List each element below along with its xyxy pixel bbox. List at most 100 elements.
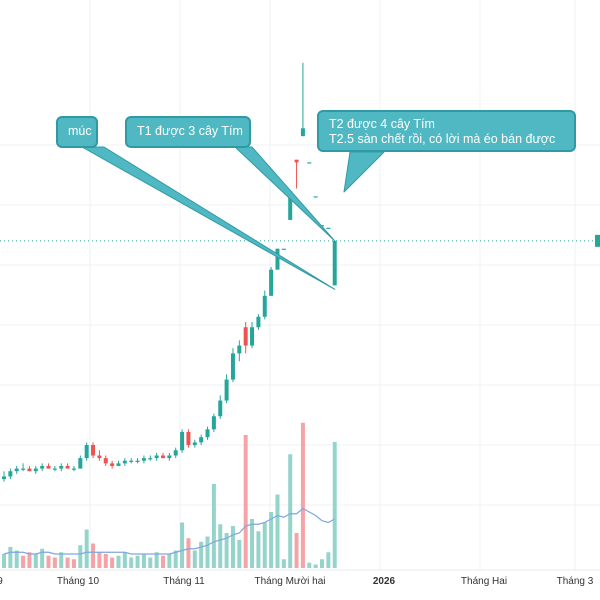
annotation-t2[interactable]: T2 được 4 cây Tím T2.5 sàn chết rồi, có … [317, 110, 576, 152]
candle-body [250, 327, 255, 346]
annotation-muc[interactable]: múc [56, 116, 98, 148]
candle-body [180, 431, 185, 451]
volume-bar [180, 522, 185, 568]
candle-body [192, 442, 197, 446]
candle [129, 458, 134, 464]
x-tick-label: Tháng 3 [557, 576, 594, 587]
candle [135, 458, 140, 464]
candle [230, 348, 235, 383]
candle-body [161, 455, 165, 459]
candle [122, 458, 127, 466]
candle [27, 465, 32, 472]
candle-body [103, 458, 108, 464]
volume-bar [135, 555, 140, 568]
volume-bar [199, 541, 204, 568]
x-tick-label: 2026 [373, 576, 396, 587]
candle-body [129, 460, 134, 462]
candle-body [269, 269, 274, 296]
candle-body [294, 159, 299, 163]
candle-body [205, 429, 210, 438]
candle-body [27, 468, 32, 472]
volume-bar [148, 557, 153, 568]
candle [275, 248, 280, 270]
candle [313, 196, 318, 198]
volume-bar [300, 422, 305, 568]
candle-body [326, 227, 331, 229]
candle [21, 463, 26, 472]
annotation-leader-lines [81, 146, 385, 290]
volume-bar [154, 552, 159, 568]
candle-body [84, 445, 89, 459]
candle-body [300, 128, 305, 137]
candle-body [211, 416, 216, 430]
volume-bar [218, 524, 223, 568]
candle-body [288, 191, 293, 220]
volume-bar [256, 531, 261, 568]
candle [52, 465, 57, 472]
candle [211, 413, 216, 432]
candle [180, 429, 185, 453]
volume-bar [313, 564, 318, 568]
annotation-t1-text: T1 được 3 cây Tím [137, 124, 243, 138]
candle [65, 463, 70, 469]
candle-body [199, 437, 204, 443]
candle-body [122, 460, 127, 464]
candle [326, 227, 331, 229]
candle [205, 426, 210, 440]
volume-bar [262, 522, 267, 568]
volume-bar [167, 554, 172, 568]
candle [8, 468, 13, 480]
candle [199, 434, 204, 446]
volume-bar [173, 550, 178, 568]
candle-body [71, 468, 76, 470]
volume-bar [116, 555, 121, 568]
candle [154, 452, 159, 461]
candle-body [135, 460, 140, 462]
volume-moving-average-line [3, 507, 336, 555]
candle-body [313, 196, 318, 198]
candle [307, 162, 312, 164]
chart-grid [0, 0, 600, 570]
candle [173, 447, 178, 459]
annotation-t1[interactable]: T1 được 3 cây Tím [125, 116, 251, 148]
x-tick-label: 9 [0, 576, 3, 587]
volume-bar [275, 494, 280, 568]
candle-body [97, 455, 102, 459]
candle-body [230, 353, 235, 380]
volume-bar [40, 548, 45, 568]
candle [84, 442, 89, 461]
volume-bar [320, 559, 324, 568]
x-tick-label: Tháng Hai [461, 576, 507, 587]
candle-body [154, 455, 159, 459]
candle [192, 439, 197, 448]
volume-bar [281, 559, 286, 568]
volume-bar [141, 554, 146, 568]
candle [59, 463, 64, 472]
candle-body [65, 465, 70, 469]
candle-body [59, 465, 64, 469]
candle-body [2, 476, 6, 480]
annotation-pointer [234, 146, 336, 242]
candle [2, 471, 6, 482]
candle [256, 314, 261, 330]
candle [224, 374, 229, 404]
candle-body [224, 379, 229, 401]
candle-body [46, 465, 51, 469]
candle-body [141, 458, 146, 461]
candle [110, 460, 115, 469]
candle-body [237, 345, 242, 354]
candle [281, 248, 286, 250]
candle [218, 395, 223, 419]
volume-bars [2, 422, 337, 568]
volume-bar [122, 552, 127, 568]
candle-body [14, 468, 19, 472]
x-tick-label: Tháng Mười hai [254, 576, 325, 587]
volume-bar [129, 557, 134, 568]
candle-body [307, 162, 312, 164]
volume-bar [21, 555, 26, 568]
volume-bar [33, 554, 38, 568]
candle [269, 267, 274, 296]
candle-body [218, 400, 223, 417]
candle [161, 452, 165, 459]
